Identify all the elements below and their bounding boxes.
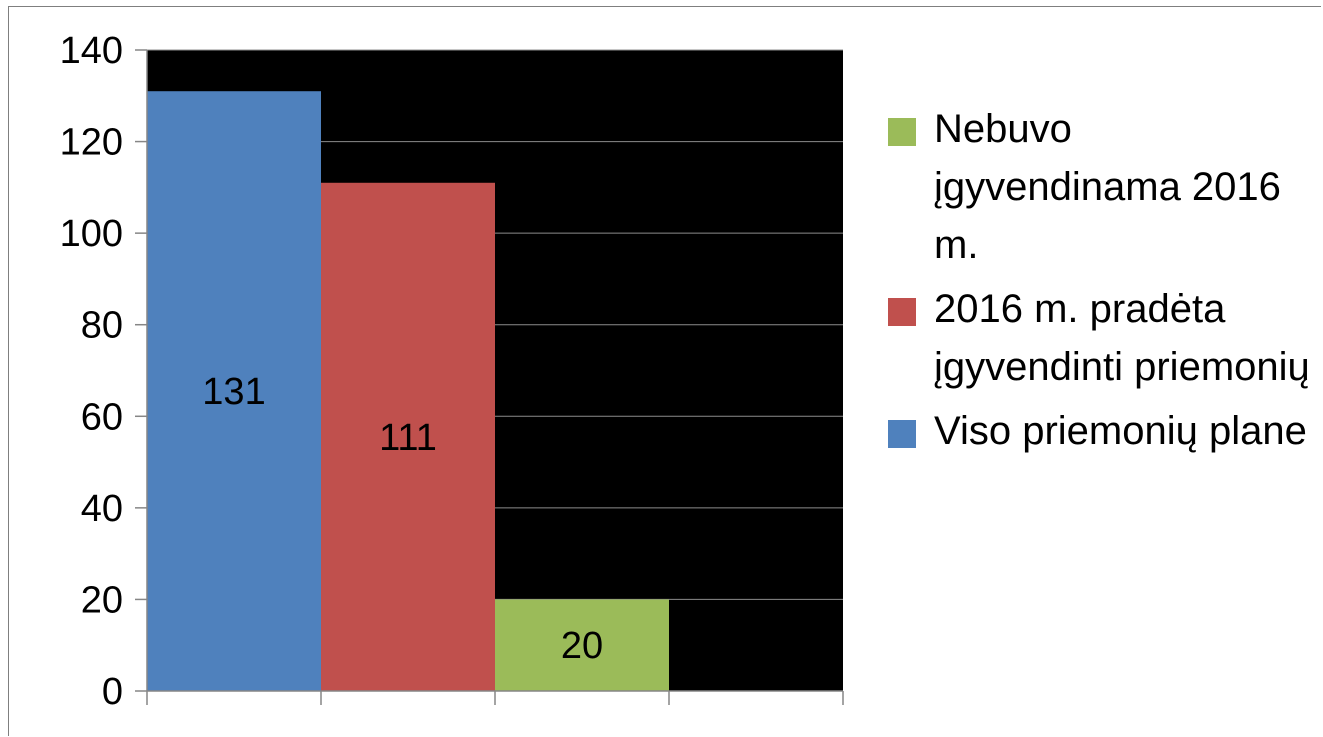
data-labels: 131 111 20 [202, 371, 603, 667]
legend-swatch [888, 298, 916, 326]
legend-label: 2016 m. pradėta įgyvendinti priemonių [934, 287, 1310, 389]
y-tick-label: 20 [81, 579, 123, 621]
y-axis-tick-labels: 0 20 40 60 80 100 120 140 [60, 30, 123, 713]
data-label: 131 [202, 371, 265, 413]
y-tick-label: 40 [81, 488, 123, 530]
bars [147, 91, 669, 691]
legend-swatch [888, 118, 916, 146]
legend-item: 2016 m. pradėta įgyvendinti priemonių [888, 280, 1318, 396]
y-tick-label: 80 [81, 305, 123, 347]
bar [147, 91, 321, 691]
legend-item: Viso priemonių plane [888, 402, 1318, 460]
y-tick-label: 60 [81, 396, 123, 438]
legend-swatch [888, 420, 916, 448]
legend-label: Nebuvo įgyvendinama 2016 m. [934, 107, 1281, 267]
bar [495, 599, 669, 691]
chart-frame [8, 6, 1321, 736]
legend-item: Nebuvo įgyvendinama 2016 m. [888, 100, 1318, 274]
bar [321, 182, 495, 691]
y-tick-label: 100 [60, 213, 123, 255]
y-tick-label: 120 [60, 122, 123, 164]
data-label: 111 [379, 417, 437, 459]
y-tick-label: 140 [60, 30, 123, 72]
legend-label: Viso priemonių plane [934, 409, 1307, 453]
y-tick-label: 0 [102, 671, 123, 713]
data-label: 20 [561, 625, 603, 667]
axes [135, 49, 844, 705]
legend: Nebuvo įgyvendinama 2016 m. 2016 m. pradė… [888, 100, 1318, 466]
